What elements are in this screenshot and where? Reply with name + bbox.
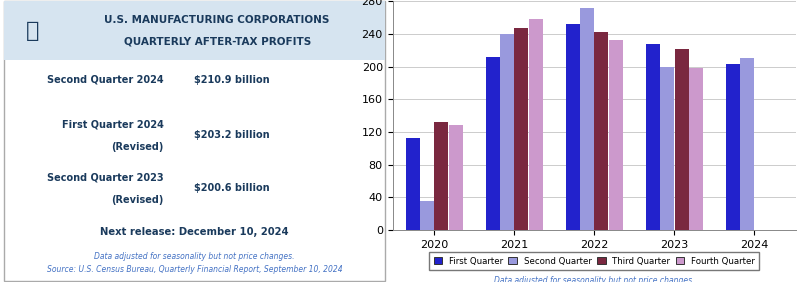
Legend: First Quarter, Second Quarter, Third Quarter, Fourth Quarter: First Quarter, Second Quarter, Third Qua… (430, 252, 759, 270)
Text: Second Quarter 2024: Second Quarter 2024 (47, 74, 164, 85)
Bar (674, 49, 689, 230)
Bar (726, 64, 740, 230)
Bar (646, 44, 660, 230)
Bar (689, 68, 703, 230)
Text: Second Quarter 2023: Second Quarter 2023 (47, 172, 164, 182)
Bar (420, 201, 434, 230)
Text: (Revised): (Revised) (111, 142, 164, 152)
FancyBboxPatch shape (4, 1, 385, 60)
Bar (449, 125, 462, 230)
Bar (486, 57, 499, 230)
Bar (529, 19, 542, 230)
Bar (660, 67, 674, 230)
Text: First Quarter 2024: First Quarter 2024 (62, 119, 164, 129)
Bar (566, 24, 580, 230)
Text: $210.9 billion: $210.9 billion (194, 74, 270, 85)
Text: $203.2 billion: $203.2 billion (194, 130, 270, 140)
Text: Source: U.S. Census Bureau, Quarterly Financial Report, September 10, 2024: Source: U.S. Census Bureau, Quarterly Fi… (46, 265, 342, 274)
Bar (580, 8, 594, 230)
Text: (Revised): (Revised) (111, 195, 164, 205)
Text: Next release: December 10, 2024: Next release: December 10, 2024 (100, 227, 289, 237)
Text: $200.6 billion: $200.6 billion (194, 184, 270, 193)
Text: ⛽: ⛽ (26, 21, 39, 41)
Bar (434, 122, 448, 230)
FancyBboxPatch shape (4, 1, 385, 281)
Bar (406, 138, 419, 230)
Bar (514, 28, 528, 230)
Bar (500, 34, 514, 230)
Bar (609, 40, 623, 230)
Text: Data adjusted for seasonality but not price changes.: Data adjusted for seasonality but not pr… (94, 252, 294, 261)
Text: Data adjusted for seasonality but not price changes.: Data adjusted for seasonality but not pr… (494, 276, 694, 282)
Text: U.S. MANUFACTURING CORPORATIONS: U.S. MANUFACTURING CORPORATIONS (105, 15, 330, 25)
Bar (740, 58, 754, 230)
Text: QUARTERLY AFTER-TAX PROFITS: QUARTERLY AFTER-TAX PROFITS (123, 36, 310, 46)
Bar (594, 32, 609, 230)
